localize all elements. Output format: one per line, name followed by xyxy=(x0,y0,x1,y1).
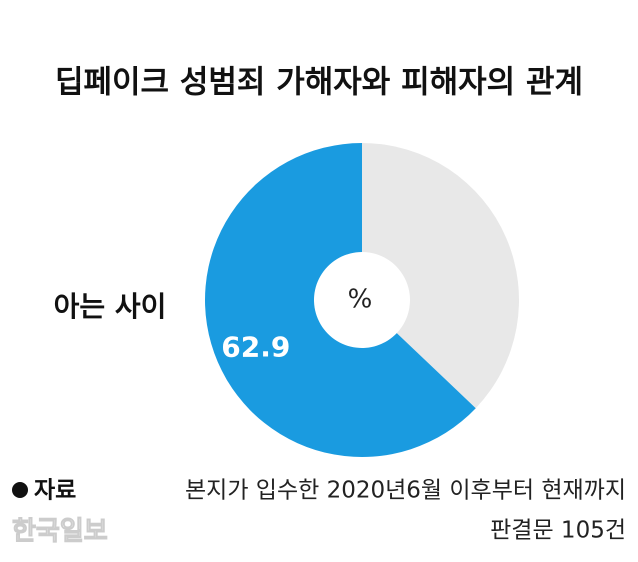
source-text: 판결문 105건 xyxy=(490,518,626,544)
chart-title: 딥페이크 성범죄 가해자와 피해자의 관계 xyxy=(55,65,583,101)
source-text: 본지가 입수한 2020년6월 이후부터 현재까지 xyxy=(185,478,626,504)
value-label: 62.9 xyxy=(221,330,290,363)
slice xyxy=(205,143,476,458)
category-label: 아는 사이 xyxy=(54,290,167,323)
bullet xyxy=(12,482,28,498)
slice xyxy=(362,143,519,409)
source-label: 자료 xyxy=(34,478,76,504)
center-label: % xyxy=(348,285,373,315)
watermark: 한국일보 xyxy=(12,517,108,547)
